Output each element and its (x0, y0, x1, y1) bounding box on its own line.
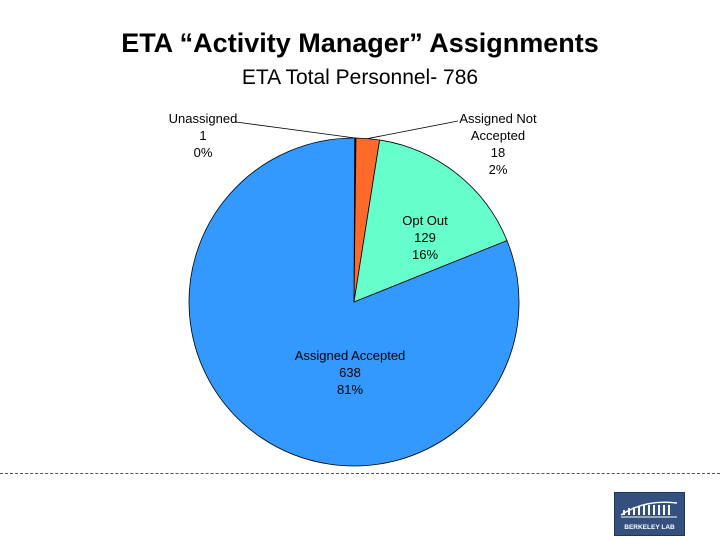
label-assigned-not-accepted-value: 18 (490, 145, 506, 160)
label-unassigned: Unassigned 1 0% (158, 110, 248, 161)
label-assigned-not-accepted-line2: Accepted (470, 128, 526, 143)
label-unassigned-value: 1 (199, 128, 207, 143)
slice-opt-out (353, 139, 508, 303)
berkeley-lab-logo: BERKELEY LAB (614, 492, 685, 536)
berkeley-lab-logo-icon: BERKELEY LAB (620, 501, 678, 531)
label-unassigned-percent: 0% (193, 145, 213, 160)
slice-assigned-accepted (188, 137, 520, 467)
page-title: ETA “Activity Manager” Assignments (121, 28, 599, 58)
leader-line-unassigned (235, 121, 356, 139)
label-assigned-not-accepted-line1: Assigned Not (459, 111, 537, 126)
label-opt-out-name: Opt Out (402, 213, 448, 228)
label-assigned-accepted-percent: 81% (336, 382, 364, 397)
label-opt-out-percent: 16% (411, 247, 439, 262)
label-assigned-not-accepted: Assigned Not Accepted 18 2% (450, 110, 546, 178)
label-unassigned-name: Unassigned (168, 111, 238, 126)
footer-divider (0, 473, 720, 474)
label-assigned-not-accepted-percent: 2% (488, 162, 508, 177)
label-assigned-accepted-value: 638 (339, 365, 361, 380)
chart-subtitle: ETA Total Personnel- 786 (241, 66, 479, 89)
logo-text: BERKELEY LAB (624, 524, 675, 531)
label-assigned-accepted: Assigned Accepted 638 81% (280, 347, 420, 398)
leader-line-assigned-not-accepted (367, 120, 459, 139)
label-opt-out-value: 129 (414, 230, 436, 245)
label-assigned-accepted-name: Assigned Accepted (294, 348, 406, 363)
label-opt-out: Opt Out 129 16% (385, 212, 465, 263)
